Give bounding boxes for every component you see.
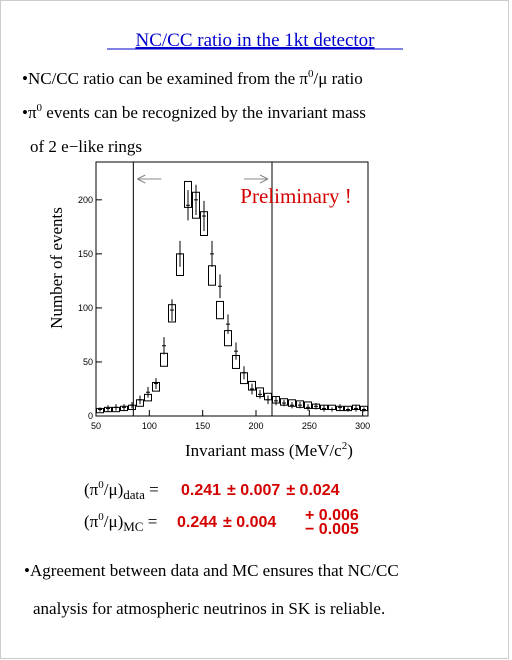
bullet: •π0 events can be recognized by the inva… <box>22 102 366 122</box>
y-tick-label: 200 <box>78 195 93 205</box>
annotation: Preliminary ! <box>240 184 351 208</box>
y-tick-label: 150 <box>78 249 93 259</box>
x-tick-label: 300 <box>355 421 370 431</box>
conclusion: analysis for atmospheric neutrinos in SK… <box>33 599 385 618</box>
bullet-continued: of 2 e−like rings <box>30 137 142 156</box>
syst-plus: + 0.006 <box>305 507 359 524</box>
y-axis-label: Number of events <box>47 207 66 329</box>
result-mc-data: (π0/μ)data = <box>84 479 159 502</box>
x-tick-label: 50 <box>91 421 101 431</box>
y-tick-label: 100 <box>78 303 93 313</box>
x-tick-label: 200 <box>248 421 263 431</box>
bullet: •NC/CC ratio can be examined from the π0… <box>22 68 363 88</box>
plot-frame <box>95 161 369 417</box>
x-tick-label: 250 <box>302 421 317 431</box>
result-mc: (π0/μ)MC = <box>84 511 157 534</box>
y-tick-label: 0 <box>88 411 93 421</box>
y-tick-label: 50 <box>83 357 93 367</box>
conclusion: •Agreement between data and MC ensures t… <box>24 561 399 580</box>
result-value: 0.244 ± 0.004 <box>177 514 276 531</box>
x-tick-label: 150 <box>195 421 210 431</box>
mc-box <box>216 300 224 320</box>
x-tick-label: 100 <box>142 421 157 431</box>
x-axis-label: Invariant mass (MeV/c2) <box>185 440 353 460</box>
cut-arrow <box>137 174 269 184</box>
title: NC/CC ratio in the 1kt detector <box>135 30 375 51</box>
result-value: 0.241 ± 0.007 ± 0.024 <box>181 482 340 499</box>
syst-minus: − 0.005 <box>305 521 359 538</box>
